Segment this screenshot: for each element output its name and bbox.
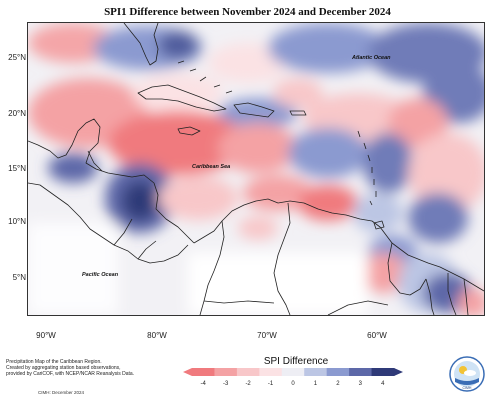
colorbar-segment	[281, 368, 305, 376]
colorbar-segment	[371, 368, 395, 376]
lat-tick-20: 20°N	[8, 109, 26, 118]
lon-tick-70: 70°W	[257, 331, 277, 340]
caribbean-sea-label: Caribbean Sea	[192, 164, 231, 170]
cimh-logo: CIMH	[449, 356, 485, 392]
credit-footer: CIMH: December 2024	[38, 390, 85, 395]
lon-tick-80: 80°W	[147, 331, 167, 340]
colorbar-tick-label: -4	[201, 381, 207, 387]
colorbar: -4 -3 -2 -1 0 1 2 3 4	[183, 368, 403, 387]
colorbar-segment	[304, 368, 328, 376]
colorbar-tick-label: -3	[223, 381, 229, 387]
lon-tick-90: 90°W	[36, 331, 56, 340]
credit-text: Precipitation Map of the Caribbean Regio…	[6, 359, 146, 377]
colorbar-segment	[214, 368, 238, 376]
map-panel	[27, 22, 485, 316]
colorbar-tick-label: 2	[336, 381, 340, 387]
coastlines	[28, 23, 484, 315]
colorbar-segment	[349, 368, 373, 376]
lat-tick-10: 10°N	[8, 217, 26, 226]
credit-line-3: provided by CariCOF, with NCEP/NCAR Rean…	[6, 371, 135, 377]
pacific-ocean-label: Pacific Ocean	[82, 272, 119, 278]
colorbar-segment	[259, 368, 283, 376]
precipitation-map	[28, 23, 484, 315]
colorbar-arrow-low	[183, 368, 192, 376]
colorbar-title: SPI Difference	[263, 356, 329, 367]
credit-line-1: Precipitation Map of the Caribbean Regio…	[6, 359, 102, 365]
map-title: SPI1 Difference between November 2024 an…	[104, 6, 391, 18]
colorbar-segment	[192, 368, 215, 376]
colorbar-tick-label: 4	[381, 381, 385, 387]
credit-line-2: Created by aggregating station based obs…	[6, 365, 121, 371]
atlantic-ocean-label: Atlantic Ocean	[352, 55, 391, 61]
lat-tick-15: 15°N	[8, 164, 26, 173]
colorbar-tick-label: -1	[268, 381, 274, 387]
lon-tick-60: 60°W	[367, 331, 387, 340]
logo-text: CIMH	[463, 386, 472, 390]
colorbar-segment	[326, 368, 350, 376]
lat-tick-5: 5°N	[12, 273, 26, 282]
colorbar-segment	[236, 368, 260, 376]
colorbar-tick-label: 0	[291, 381, 295, 387]
colorbar-tick-label: -2	[245, 381, 251, 387]
colorbar-arrow-high	[394, 368, 403, 376]
spi-difference-field	[28, 23, 484, 315]
colorbar-tick-label: 1	[314, 381, 318, 387]
lat-tick-25: 25°N	[8, 53, 26, 62]
colorbar-tick-label: 3	[359, 381, 363, 387]
